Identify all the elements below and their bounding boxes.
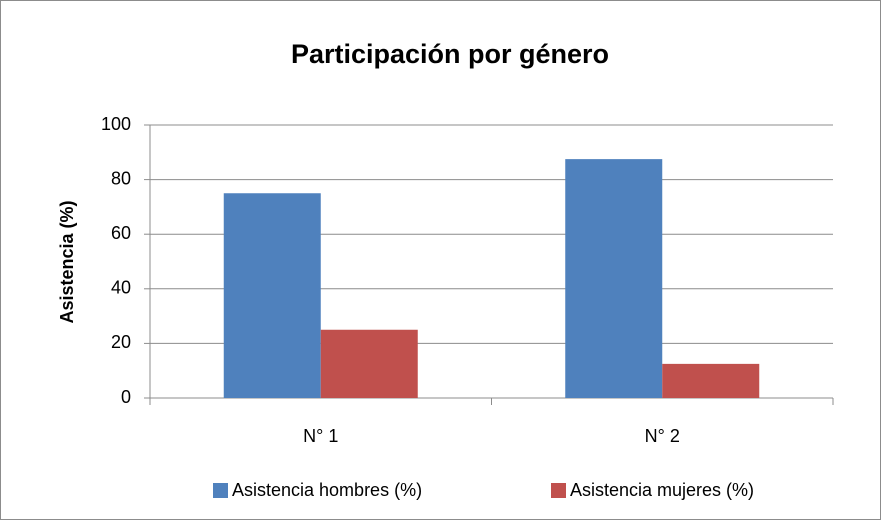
legend-label: Asistencia hombres (%) bbox=[232, 480, 422, 500]
x-tick-label: N° 2 bbox=[645, 426, 680, 446]
chart-title: Participación por género bbox=[291, 39, 609, 69]
bar bbox=[320, 329, 418, 398]
y-tick-label: 80 bbox=[111, 168, 131, 188]
legend-swatch bbox=[551, 483, 566, 498]
bar bbox=[223, 193, 321, 398]
y-tick-label: 60 bbox=[111, 223, 131, 243]
legend-label: Asistencia mujeres (%) bbox=[570, 480, 754, 500]
legend-swatch bbox=[213, 483, 228, 498]
y-tick-label: 20 bbox=[111, 332, 131, 352]
y-tick-label: 0 bbox=[121, 387, 131, 407]
x-tick-label: N° 1 bbox=[303, 426, 338, 446]
y-axis-label: Asistencia (%) bbox=[57, 200, 77, 323]
y-tick-label: 100 bbox=[101, 114, 131, 134]
y-tick-label: 40 bbox=[111, 278, 131, 298]
bar bbox=[565, 159, 663, 398]
bar bbox=[662, 363, 760, 398]
